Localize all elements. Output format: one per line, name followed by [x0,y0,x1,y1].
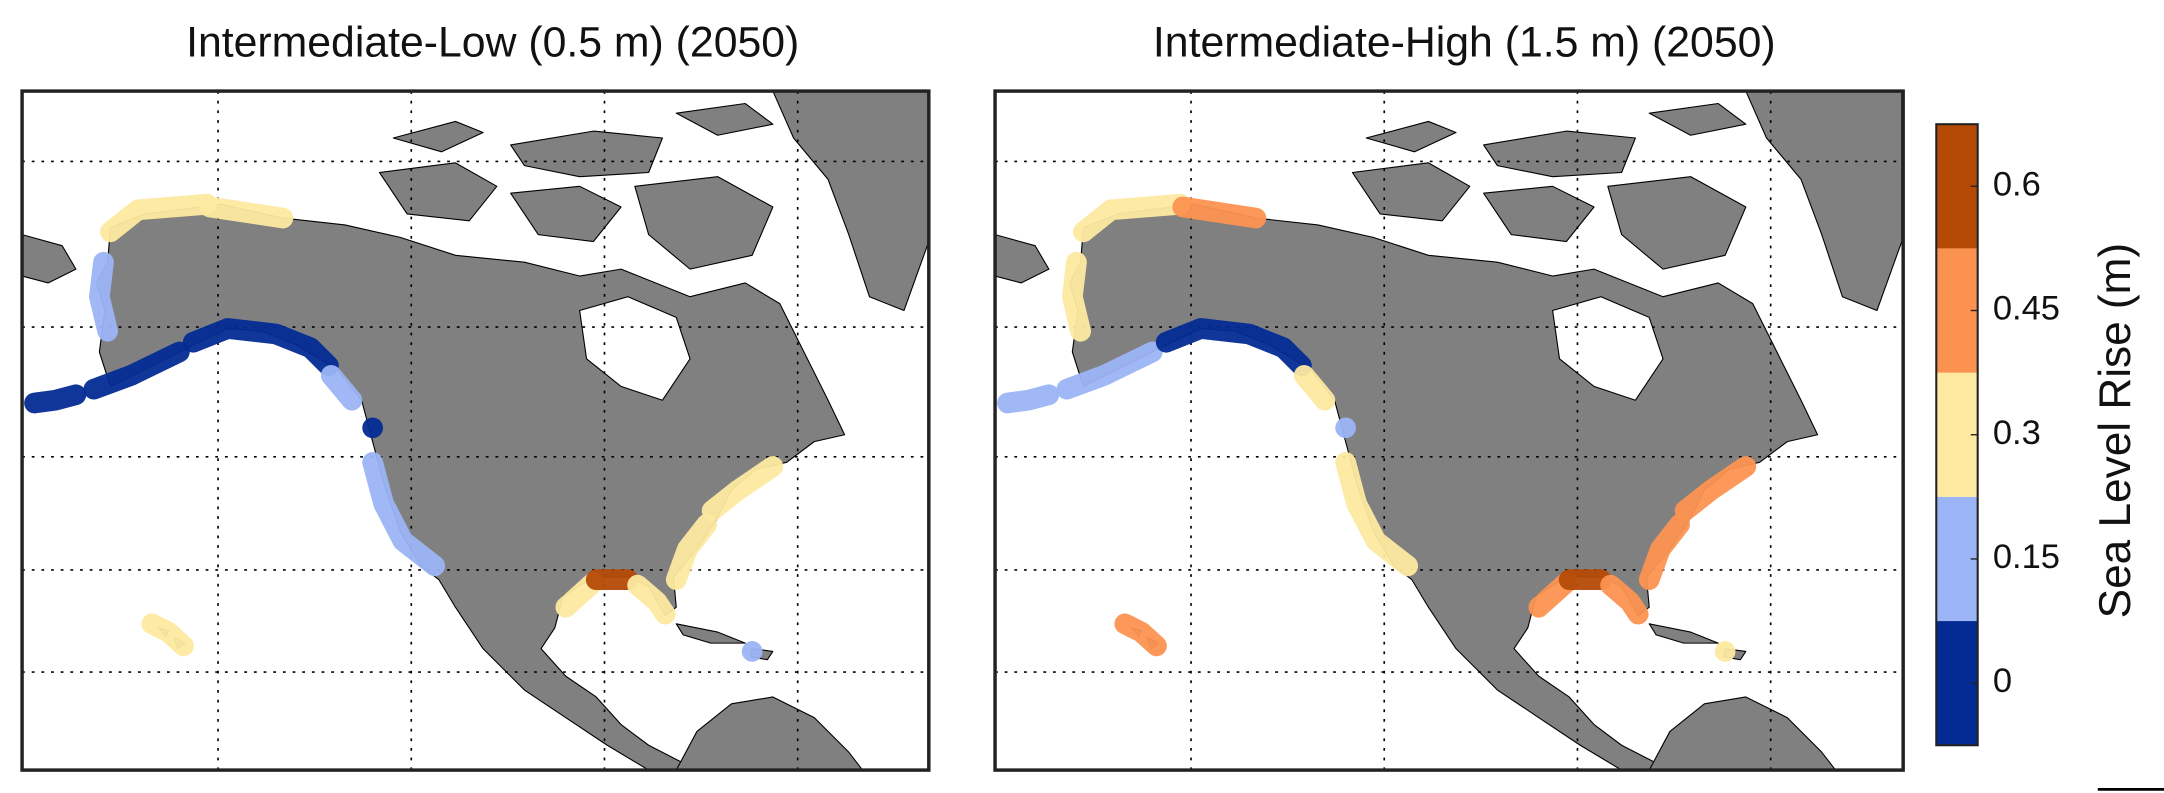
colorbar-tick-label: 0.3 [1993,414,2041,452]
coastal-segment [100,193,218,243]
coastal-segment [1061,251,1091,342]
colorbar: 0 0.15 0.3 0.45 0.6 [1935,123,2060,747]
panel-frame [993,89,1905,772]
coastal-segment [701,456,784,521]
panel-frame [20,89,931,772]
panel-title: Intermediate-Low (0.5 m) (2050) [186,19,799,67]
coastal-segment [1600,574,1649,625]
coastal-segment [320,365,363,411]
colorbar-tick-label: 0.6 [1993,165,2041,203]
coastal-segment [1073,193,1191,243]
panel-title: Intermediate-High (1.5 m) (2050) [1153,19,1776,67]
coastal-segment [199,196,294,229]
colorbar-frame [1935,123,1979,747]
colorbar-tick-label: 0.45 [1993,290,2060,328]
coastal-segment [1638,514,1690,590]
coastal-segment [362,451,446,577]
colorbar-tick-label: 0.15 [1993,538,2060,576]
coastal-segment [141,613,194,657]
map-panel [995,91,1903,771]
coastal-segment [83,341,190,400]
colorbar-tick-label: 0 [1993,662,2012,700]
coastal-segment [665,514,717,590]
coastal-segment [1155,318,1312,377]
colorbar-label: Sea Level Rise (m) [2091,243,2140,618]
coastal-segment [1335,451,1419,577]
coastal-segment [1674,456,1757,521]
coastal-segment [1056,341,1163,400]
coastal-segment [1114,613,1167,657]
coastal-segment [24,384,87,414]
coastal-segment [1293,365,1336,411]
coastal-segment [997,384,1060,414]
coastal-segment [89,251,118,342]
coastal-segment [627,574,676,625]
coastal-segment [1172,196,1267,229]
map-panel [22,91,929,771]
coastal-segment [182,318,339,377]
